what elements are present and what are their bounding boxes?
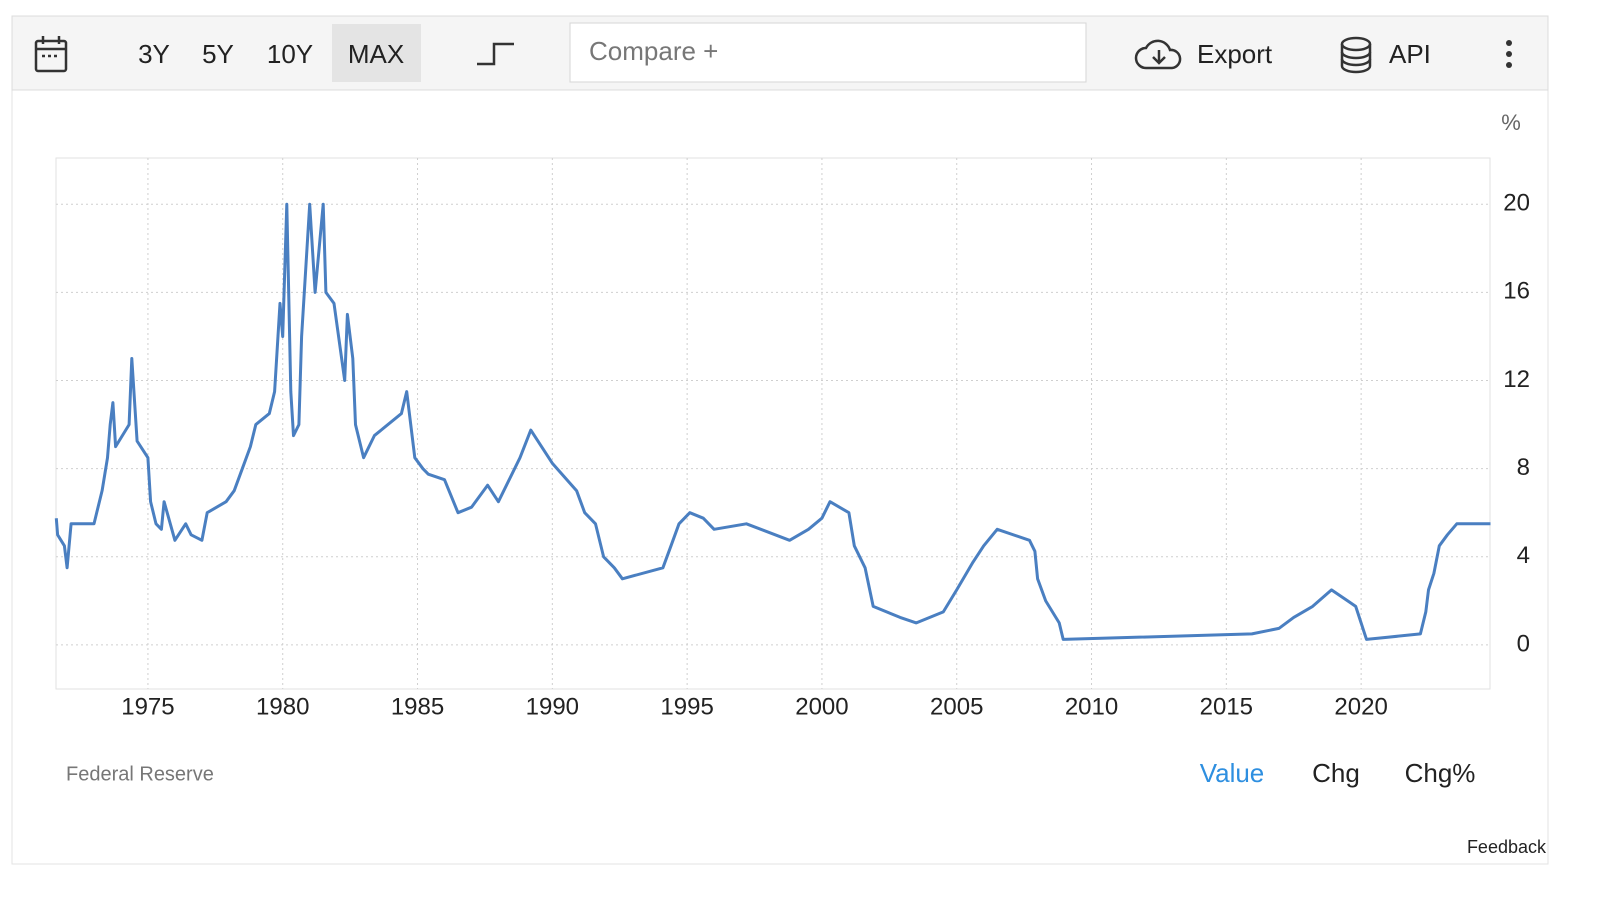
x-tick-label: 1985 — [391, 693, 444, 720]
y-tick-label: 20 — [1503, 190, 1530, 217]
view-tab[interactable]: Chg% — [1405, 758, 1476, 788]
x-tick-label: 2015 — [1200, 693, 1253, 720]
api-icon[interactable] — [1340, 36, 1372, 74]
export-icon[interactable] — [1134, 39, 1182, 70]
range-button[interactable]: MAX — [348, 39, 404, 69]
y-tick-label: 12 — [1503, 366, 1530, 393]
x-tick-label: 1975 — [121, 693, 174, 720]
source: Federal Reserve — [66, 763, 214, 785]
range-button[interactable]: 3Y — [138, 39, 170, 69]
x-tick-label: 1990 — [526, 693, 579, 720]
active-range-bg — [332, 24, 421, 82]
compare-input[interactable] — [569, 22, 1087, 83]
x-tick-label: 1995 — [660, 693, 713, 720]
unit-label: % — [1501, 110, 1521, 135]
y-tick-label: 16 — [1503, 278, 1530, 305]
range-button[interactable]: 10Y — [267, 39, 313, 69]
api-button[interactable]: API — [1389, 39, 1431, 69]
plot-area — [55, 157, 1491, 690]
calendar-icon[interactable] — [34, 36, 68, 73]
y-tick-label: 4 — [1517, 542, 1530, 569]
menu-icon[interactable] — [1506, 40, 1512, 68]
step-icon[interactable] — [477, 42, 514, 66]
frame — [11, 15, 1549, 865]
view-tab[interactable]: Value — [1200, 758, 1265, 788]
export-button[interactable]: Export — [1197, 39, 1273, 69]
x-tick-label: 2005 — [930, 693, 983, 720]
range-button[interactable]: 5Y — [202, 39, 234, 69]
view-tab[interactable]: Chg — [1312, 758, 1360, 788]
y-tick-label: 8 — [1517, 454, 1530, 481]
y-tick-label: 0 — [1517, 630, 1530, 657]
x-tick-label: 2020 — [1334, 693, 1387, 720]
data-line — [54, 202, 1491, 641]
x-tick-label: 1980 — [256, 693, 309, 720]
x-tick-label: 2000 — [795, 693, 848, 720]
x-tick-label: 2010 — [1065, 693, 1118, 720]
compare-placeholder: Compare + — [589, 36, 718, 66]
feedback-link[interactable]: Feedback — [1467, 837, 1547, 857]
